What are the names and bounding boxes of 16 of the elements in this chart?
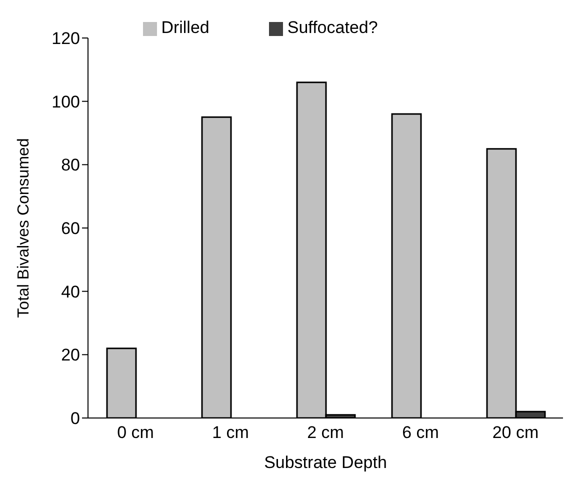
y-tick-label: 80: [61, 156, 80, 175]
y-tick-label: 20: [61, 346, 80, 365]
y-tick-label: 0: [70, 409, 80, 428]
y-tick-label: 40: [61, 282, 80, 302]
x-tick-label: 0 cm: [117, 423, 154, 442]
x-tick-label: 6 cm: [402, 423, 439, 442]
y-axis-title: Total Bivalves Consumed: [16, 138, 33, 318]
x-tick-label: 1 cm: [212, 423, 249, 442]
x-tick-label: 20 cm: [492, 423, 539, 442]
x-axis-title: Substrate Depth: [264, 453, 387, 472]
y-tick-label: 100: [52, 92, 80, 112]
legend-label: Drilled: [161, 18, 210, 37]
x-tick-label: 2 cm: [307, 423, 344, 442]
legend-label: Suffocated?: [287, 18, 378, 37]
y-tick-label: 120: [52, 29, 80, 48]
y-tick-label: 60: [61, 219, 80, 238]
